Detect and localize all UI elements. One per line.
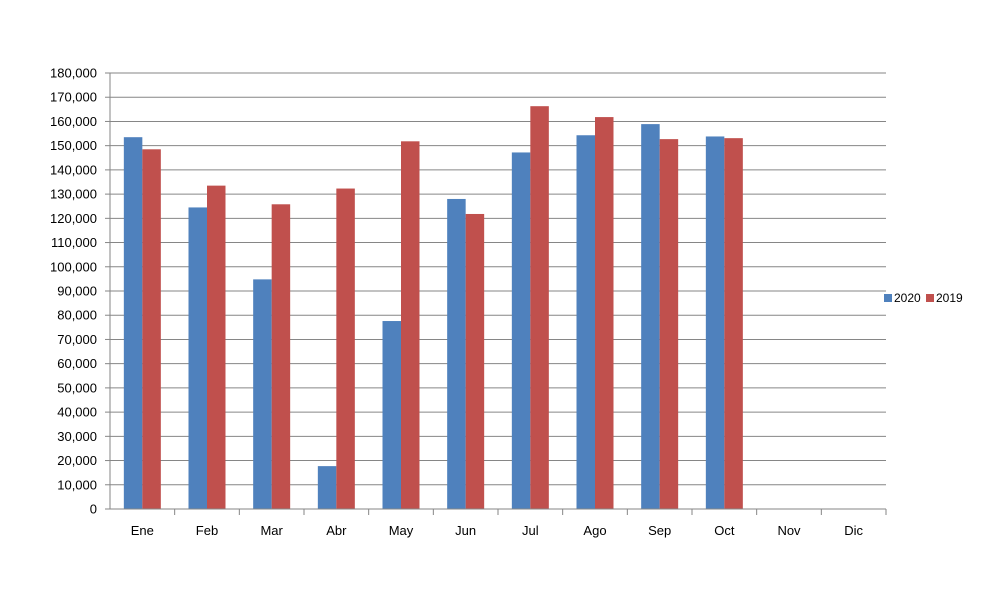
bar-2019-Sep [659,139,679,510]
bar-2019-Oct [724,138,743,509]
bar-2019-Jul [530,106,549,509]
y-tick-label: 60,000 [57,356,97,371]
bar-2020-Ago [576,135,595,510]
legend-label-2019: 2019 [936,291,963,305]
x-tick-label: May [389,523,414,538]
legend-label-2020: 2020 [894,291,921,305]
bar-2020-Feb [188,207,207,509]
bar-2019-Abr [336,188,355,510]
x-tick-label: Jun [455,523,476,538]
y-tick-label: 50,000 [57,380,97,395]
x-tick-label: Jul [522,523,539,538]
y-tick-label: 0 [90,502,97,517]
bar-2019-Ene [142,149,161,510]
y-tick-label: 140,000 [50,162,97,177]
y-tick-label: 70,000 [57,332,97,347]
bar-2020-Mar [253,279,272,509]
legend: 2020 2019 [884,291,963,305]
bar-2020-Jun [447,198,466,509]
x-tick-label: Mar [260,523,283,538]
y-tick-label: 10,000 [57,477,97,492]
bar-2020-Sep [641,124,660,509]
axes [105,72,887,515]
y-tick-label: 80,000 [57,308,97,323]
y-tick-label: 100,000 [50,259,97,274]
y-tick-label: 40,000 [57,405,97,420]
y-tick-label: 150,000 [50,138,97,153]
y-tick-label: 120,000 [50,211,97,226]
bar-2020-Ene [123,137,143,509]
bar-2019-Ago [595,117,614,509]
y-tick-label: 30,000 [57,429,97,444]
x-axis-tick-labels: Ene Feb Mar Abr May Jun Jul Ago Sep Oct Nov Dic [131,523,864,538]
gridlines [110,72,886,486]
y-tick-label: 180,000 [50,66,97,81]
x-tick-label: Feb [196,523,218,538]
x-tick-label: Abr [326,523,347,538]
y-tick-label: 160,000 [50,114,97,129]
y-tick-label: 130,000 [50,187,97,202]
x-tick-label: Ago [583,523,606,538]
legend-swatch-2019 [926,294,934,302]
bar-2020-Jul [511,152,531,509]
bar-2020-Oct [705,136,725,509]
y-tick-label: 170,000 [50,90,97,105]
y-tick-label: 20,000 [57,453,97,468]
y-tick-label: 110,000 [51,235,97,250]
x-tick-label: Nov [777,523,801,538]
bar-2019-Feb [207,185,226,509]
bar-2019-Jun [465,213,485,509]
legend-swatch-2020 [884,294,892,302]
x-tick-label: Sep [648,523,671,538]
bar-2019-May [401,141,420,509]
x-tick-label: Ene [131,523,154,538]
bar-2019-Mar [271,204,291,510]
bars [123,106,743,510]
y-axis-tick-labels: 0 10,000 20,000 30,000 40,000 50,000 60,000 70,… [50,66,97,517]
bar-2020-May [382,321,401,509]
x-tick-label: Oct [714,523,735,538]
bar-2020-Abr [317,466,337,509]
x-tick-label: Dic [844,523,863,538]
y-tick-label: 90,000 [57,284,97,299]
